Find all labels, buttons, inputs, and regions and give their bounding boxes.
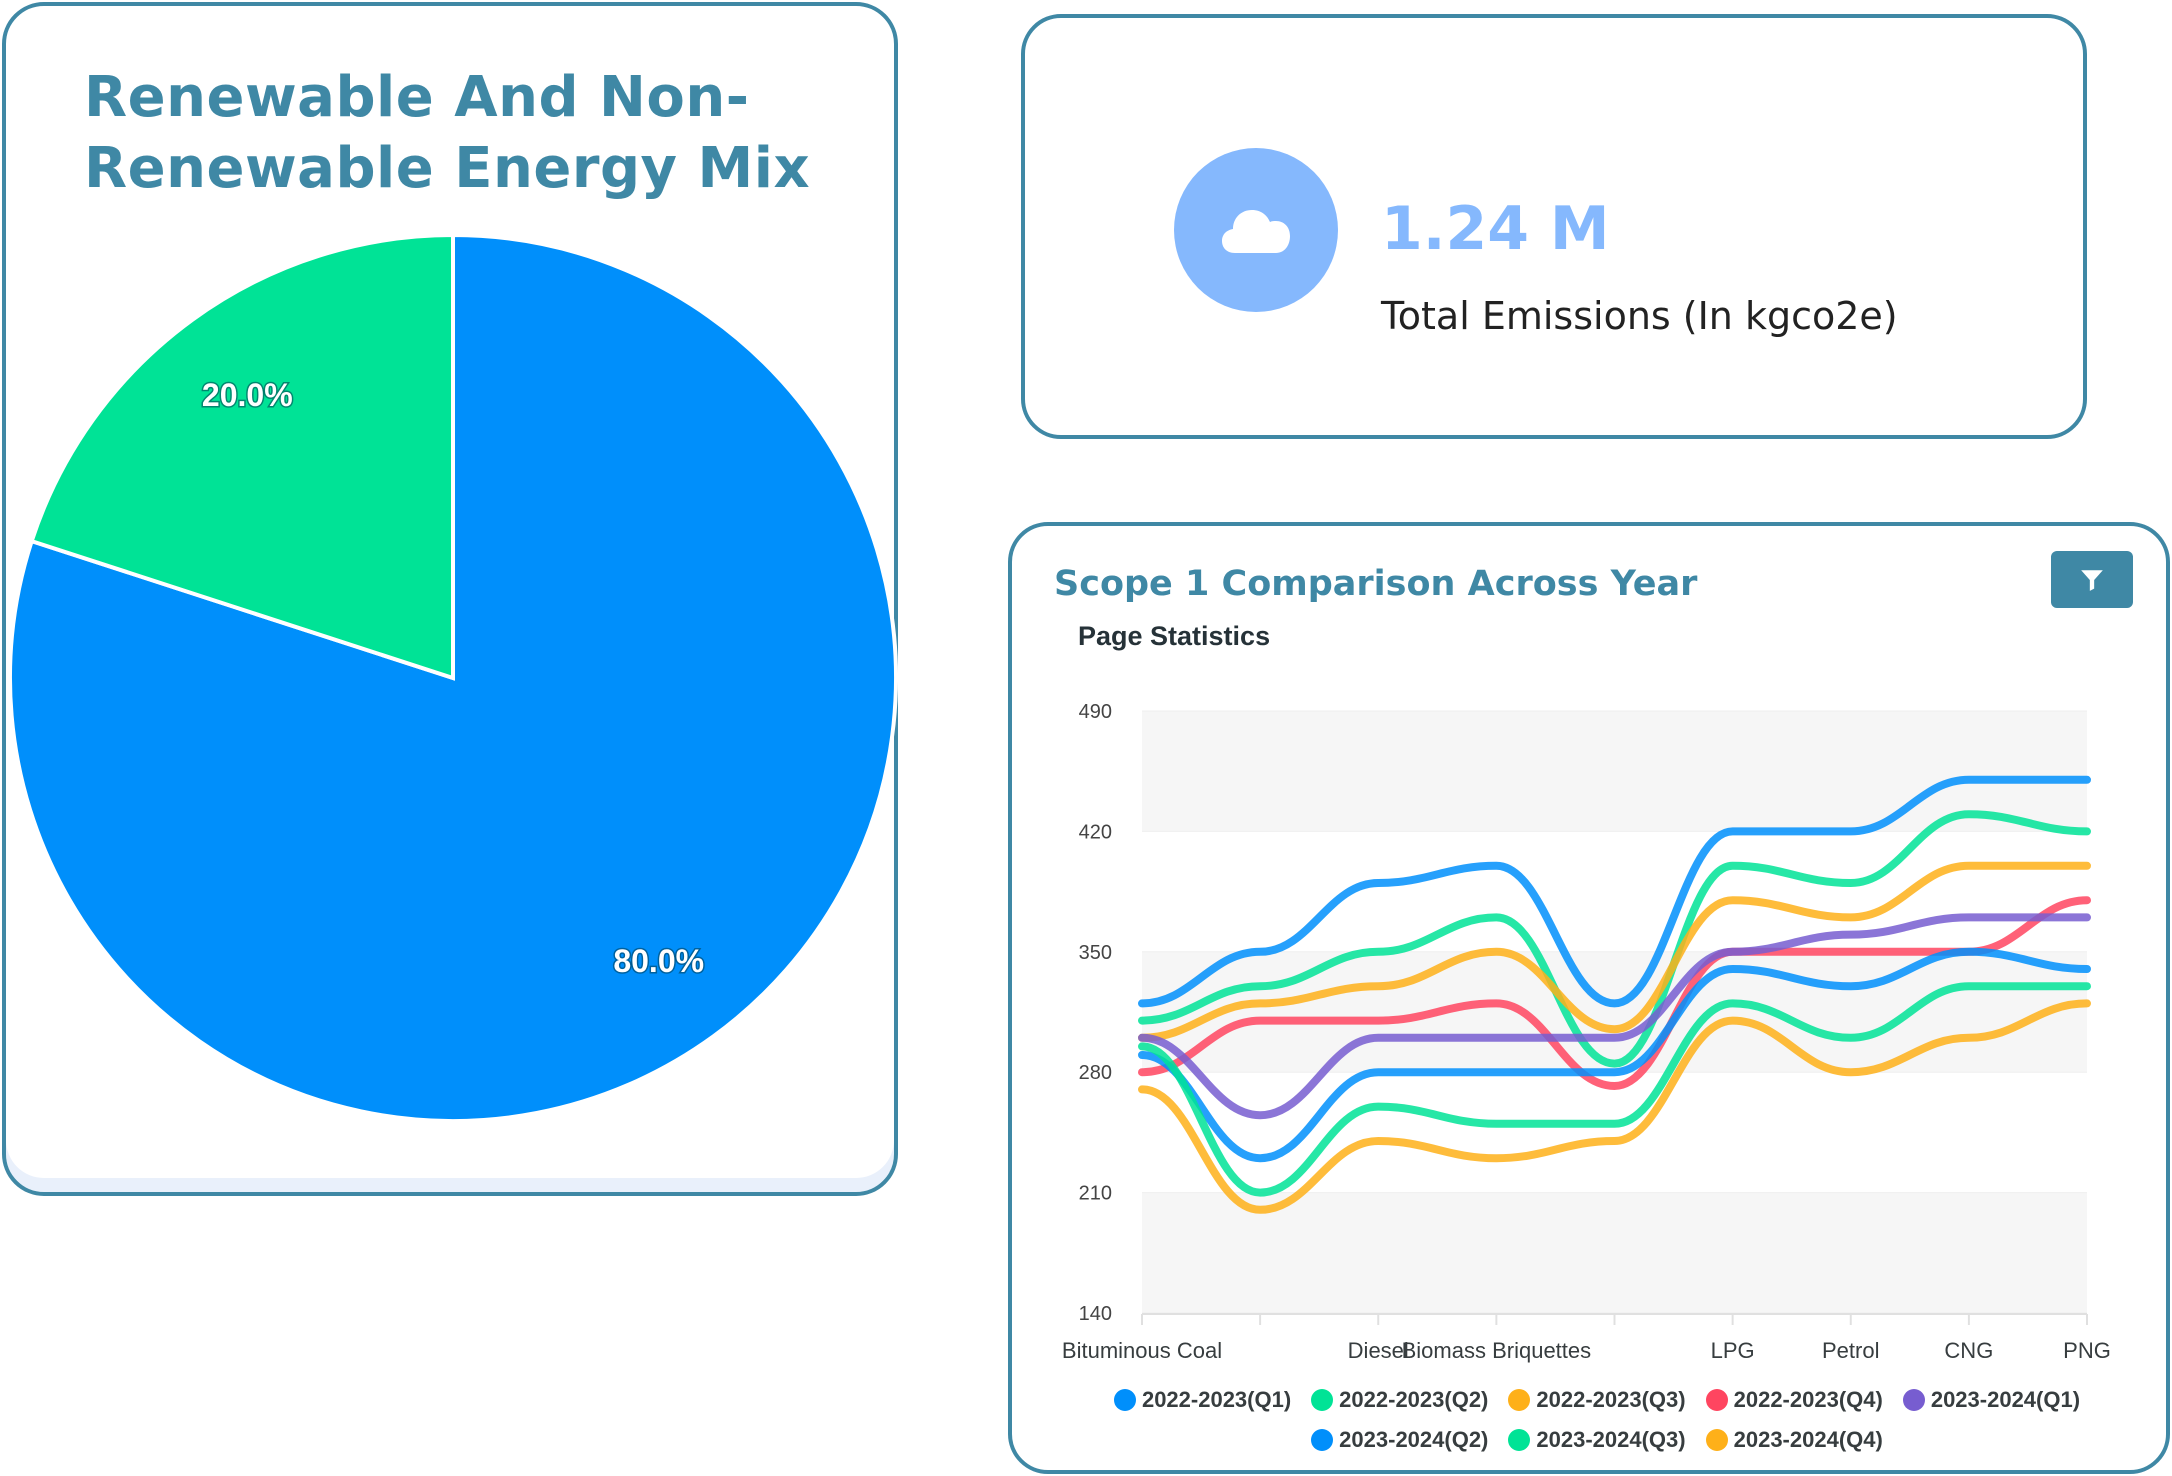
series-line-2022-2023-q1[interactable] xyxy=(1138,775,2091,1008)
energy-mix-title: Renewable And Non-Renewable Energy Mix xyxy=(84,65,811,201)
scope1-comparison-card: Scope 1 Comparison Across Year Page Stat… xyxy=(1008,522,2170,1474)
total-emissions-card: 1.24 M Total Emissions (In kgco2e) xyxy=(1021,14,2087,439)
pie-data-label: 80.0% xyxy=(613,943,704,979)
energy-mix-card: Renewable And Non-Renewable Energy Mix 8… xyxy=(2,2,898,1196)
grid-band xyxy=(1142,1072,2087,1193)
filter-icon xyxy=(2081,569,2103,591)
chart-subtitle: Page Statistics xyxy=(1078,621,1271,651)
legend-item[interactable]: 2022-2023(Q2) xyxy=(1311,1386,1488,1414)
legend-item[interactable]: 2022-2023(Q1) xyxy=(1113,1386,1292,1414)
legend-label: 2023-2024(Q2) xyxy=(1339,1427,1489,1452)
series-line-2023-2024-q3[interactable] xyxy=(1138,982,2091,1197)
legend-marker-icon xyxy=(1311,1389,1334,1411)
x-tick-label: Bituminous Coal xyxy=(1062,1338,1222,1363)
legend-label: 2022-2023(Q4) xyxy=(1733,1387,1883,1412)
legend-item[interactable]: 2023-2024(Q2) xyxy=(1311,1426,1488,1454)
legend-item[interactable]: 2022-2023(Q4) xyxy=(1705,1386,1883,1414)
series-line-2022-2023-q2[interactable] xyxy=(1138,810,2091,1068)
x-tick-label: Diesel xyxy=(1348,1338,1409,1363)
legend-label: 2023-2024(Q3) xyxy=(1536,1427,1686,1452)
legend-item[interactable]: 2023-2024(Q3) xyxy=(1508,1426,1686,1454)
cloud-icon xyxy=(1222,210,1290,253)
y-tick-label: 350 xyxy=(1079,942,1112,964)
x-tick-label: Biomass Briquettes xyxy=(1402,1338,1592,1363)
emissions-icon-circle xyxy=(1174,148,1338,312)
grid-band xyxy=(1142,831,2087,952)
legend-label: 2022-2023(Q1) xyxy=(1141,1387,1292,1412)
legend-label: 2022-2023(Q3) xyxy=(1536,1387,1686,1412)
scope1-comparison-title: Scope 1 Comparison Across Year xyxy=(1054,564,1698,604)
pie-slice-non-renewable[interactable] xyxy=(8,232,898,1123)
series-line-2023-2024-q1[interactable] xyxy=(1138,913,2091,1120)
grid-band xyxy=(1142,711,2087,832)
legend-marker-icon xyxy=(1113,1389,1136,1411)
legend-marker-icon xyxy=(1902,1389,1925,1411)
legend-item[interactable]: 2022-2023(Q3) xyxy=(1508,1386,1686,1414)
legend-item[interactable]: 2023-2024(Q1) xyxy=(1902,1386,2081,1414)
x-tick-label: PNG xyxy=(2063,1338,2111,1363)
energy-mix-pie-chart: 80.0% 20.0% xyxy=(8,232,898,1123)
pie-slice-renewable[interactable] xyxy=(29,232,455,681)
x-tick-label: LPG xyxy=(1711,1338,1755,1363)
legend-marker-icon xyxy=(1311,1429,1334,1451)
grid-band xyxy=(1142,1192,2087,1313)
x-tick-label: CNG xyxy=(1944,1338,1993,1363)
y-tick-label: 420 xyxy=(1079,821,1112,843)
chart-legend: 2022-2023(Q1) 2022-2023(Q2) 2022-2023(Q3) 2… xyxy=(1052,1386,2142,1454)
x-tick-label: Petrol xyxy=(1822,1338,1879,1363)
legend-marker-icon xyxy=(1705,1389,1728,1411)
scope1-line-chart: 490 420 350 280 210 140 Bituminous Coal DieselB… xyxy=(1062,701,2111,1363)
pie-data-label: 20.0% xyxy=(202,377,293,413)
legend-marker-icon xyxy=(1705,1429,1728,1451)
total-emissions-label: Total Emissions (In kgco2e) xyxy=(1381,294,1898,338)
series-line-2022-2023-q3[interactable] xyxy=(1138,861,2091,1042)
series-line-2022-2023-q4[interactable] xyxy=(1138,896,2091,1090)
series-line-2023-2024-q2[interactable] xyxy=(1138,947,2091,1163)
legend-label: 2022-2023(Q2) xyxy=(1339,1387,1489,1412)
grid-band xyxy=(1142,951,2087,1073)
filter-button[interactable] xyxy=(2051,551,2133,608)
y-tick-label: 140 xyxy=(1079,1303,1112,1325)
legend-label: 2023-2024(Q4) xyxy=(1733,1427,1883,1452)
y-tick-label: 280 xyxy=(1079,1062,1112,1084)
series-line-2023-2024-q4[interactable] xyxy=(1138,999,2091,1214)
legend-label: 2023-2024(Q1) xyxy=(1930,1387,2081,1412)
legend-marker-icon xyxy=(1508,1389,1531,1411)
y-tick-label: 210 xyxy=(1079,1183,1112,1205)
total-emissions-value: 1.24 M xyxy=(1381,194,1610,264)
legend-item[interactable]: 2023-2024(Q4) xyxy=(1705,1426,1883,1454)
y-tick-label: 490 xyxy=(1079,701,1112,723)
legend-marker-icon xyxy=(1508,1429,1531,1451)
